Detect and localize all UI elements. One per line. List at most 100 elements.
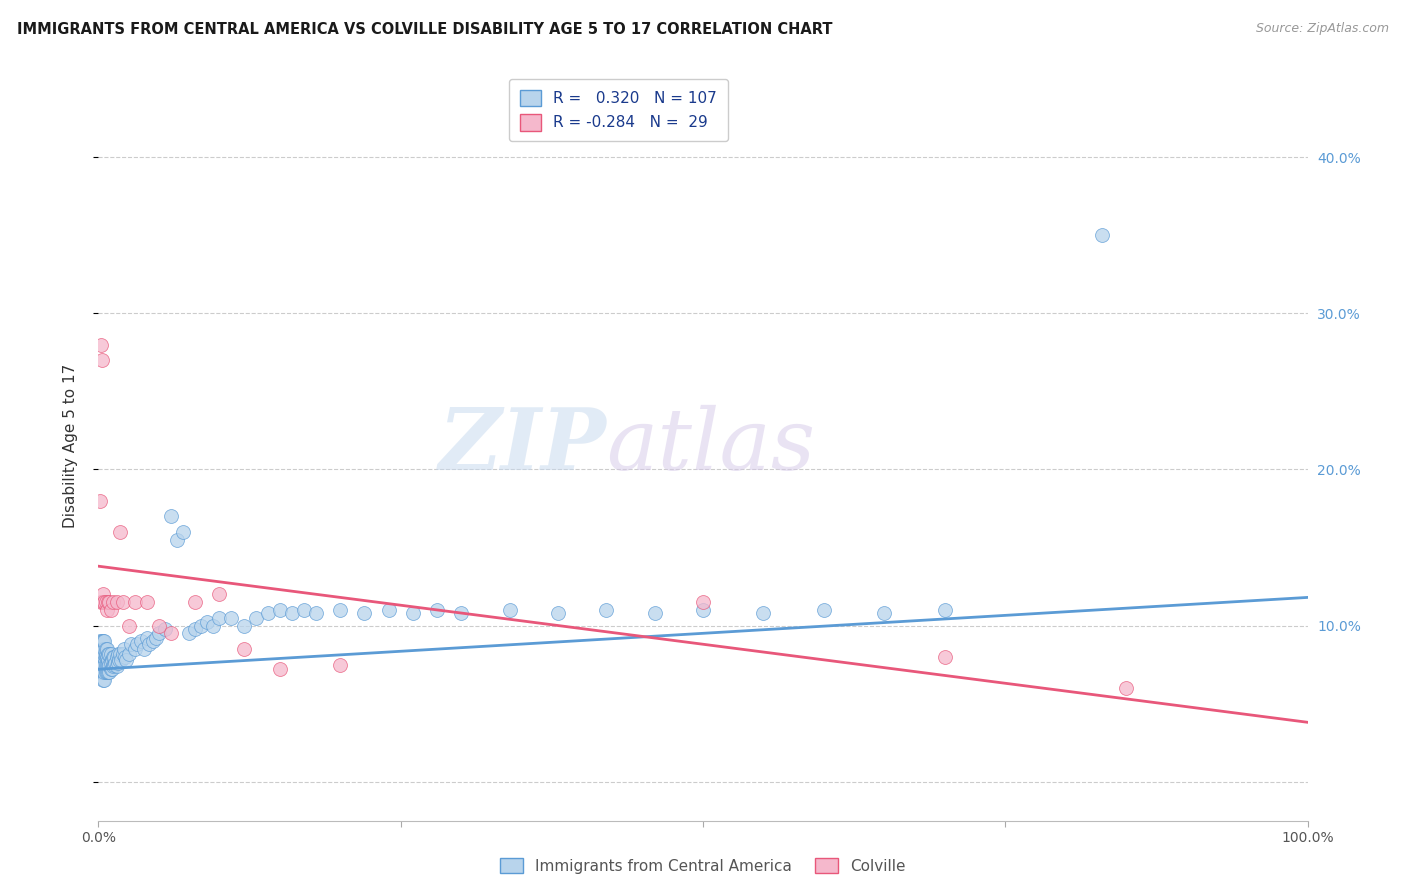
Point xyxy=(97,595,120,609)
Point xyxy=(353,606,375,620)
Point xyxy=(94,642,117,657)
Point xyxy=(142,634,165,648)
Point xyxy=(89,649,111,664)
Point xyxy=(91,649,114,664)
Point xyxy=(104,656,127,670)
Point xyxy=(148,626,170,640)
Point xyxy=(100,647,122,661)
Point xyxy=(91,665,114,680)
Point xyxy=(91,649,114,664)
Point xyxy=(377,603,399,617)
Point xyxy=(96,603,118,617)
Point xyxy=(101,595,124,609)
Text: IMMIGRANTS FROM CENTRAL AMERICA VS COLVILLE DISABILITY AGE 5 TO 17 CORRELATION C: IMMIGRANTS FROM CENTRAL AMERICA VS COLVI… xyxy=(17,22,832,37)
Point xyxy=(89,634,111,648)
Point xyxy=(135,631,157,645)
Point xyxy=(160,626,183,640)
Point xyxy=(184,595,207,609)
Point xyxy=(108,653,131,667)
Point xyxy=(91,657,114,672)
Point xyxy=(292,603,315,617)
Point xyxy=(108,647,131,661)
Point xyxy=(245,611,267,625)
Point xyxy=(595,603,617,617)
Point xyxy=(101,659,124,673)
Point xyxy=(269,662,291,676)
Point xyxy=(90,657,112,672)
Y-axis label: Disability Age 5 to 17: Disability Age 5 to 17 xyxy=(63,364,77,528)
Point xyxy=(91,634,114,648)
Point xyxy=(208,611,231,625)
Point xyxy=(97,647,120,661)
Point xyxy=(98,595,121,609)
Point xyxy=(108,524,131,539)
Point xyxy=(402,606,425,620)
Point xyxy=(93,595,115,609)
Point xyxy=(134,642,156,657)
Point xyxy=(190,618,212,632)
Legend: Immigrants from Central America, Colville: Immigrants from Central America, Colvill… xyxy=(494,852,912,880)
Point xyxy=(93,665,115,680)
Point xyxy=(105,595,128,609)
Point xyxy=(145,631,167,645)
Point xyxy=(101,649,124,664)
Point xyxy=(1115,681,1137,695)
Point xyxy=(148,618,170,632)
Point xyxy=(103,649,125,664)
Point xyxy=(450,606,472,620)
Point xyxy=(179,626,201,640)
Point xyxy=(111,595,134,609)
Text: atlas: atlas xyxy=(606,405,815,487)
Point xyxy=(221,611,243,625)
Point xyxy=(644,606,666,620)
Point xyxy=(105,659,128,673)
Point xyxy=(100,603,122,617)
Point xyxy=(93,657,115,672)
Point xyxy=(934,649,956,664)
Point xyxy=(107,647,129,661)
Point xyxy=(93,634,115,648)
Point xyxy=(153,622,176,636)
Point xyxy=(166,533,188,547)
Point xyxy=(91,642,114,657)
Point xyxy=(94,657,117,672)
Point xyxy=(120,637,142,651)
Point xyxy=(105,649,128,664)
Point xyxy=(124,595,146,609)
Point xyxy=(111,647,134,661)
Point xyxy=(91,673,114,688)
Point xyxy=(93,649,115,664)
Point xyxy=(172,524,194,539)
Point xyxy=(232,642,254,657)
Point xyxy=(90,642,112,657)
Point xyxy=(90,337,112,351)
Point xyxy=(96,657,118,672)
Point xyxy=(98,647,121,661)
Point xyxy=(97,657,120,672)
Point xyxy=(110,653,132,667)
Point xyxy=(114,649,136,664)
Point xyxy=(94,647,117,661)
Point xyxy=(118,647,141,661)
Point xyxy=(426,603,449,617)
Point xyxy=(94,665,117,680)
Point xyxy=(91,665,114,680)
Point xyxy=(202,618,225,632)
Point xyxy=(118,618,141,632)
Point xyxy=(498,603,520,617)
Point xyxy=(112,642,135,657)
Point xyxy=(107,656,129,670)
Point xyxy=(115,653,138,667)
Point xyxy=(100,653,122,667)
Point xyxy=(89,493,111,508)
Point xyxy=(90,665,112,680)
Point xyxy=(103,657,125,672)
Point xyxy=(269,603,291,617)
Point xyxy=(873,606,896,620)
Point xyxy=(138,637,160,651)
Point xyxy=(329,657,352,672)
Point xyxy=(160,509,183,524)
Point xyxy=(91,353,114,368)
Point xyxy=(91,642,114,657)
Point xyxy=(127,637,149,651)
